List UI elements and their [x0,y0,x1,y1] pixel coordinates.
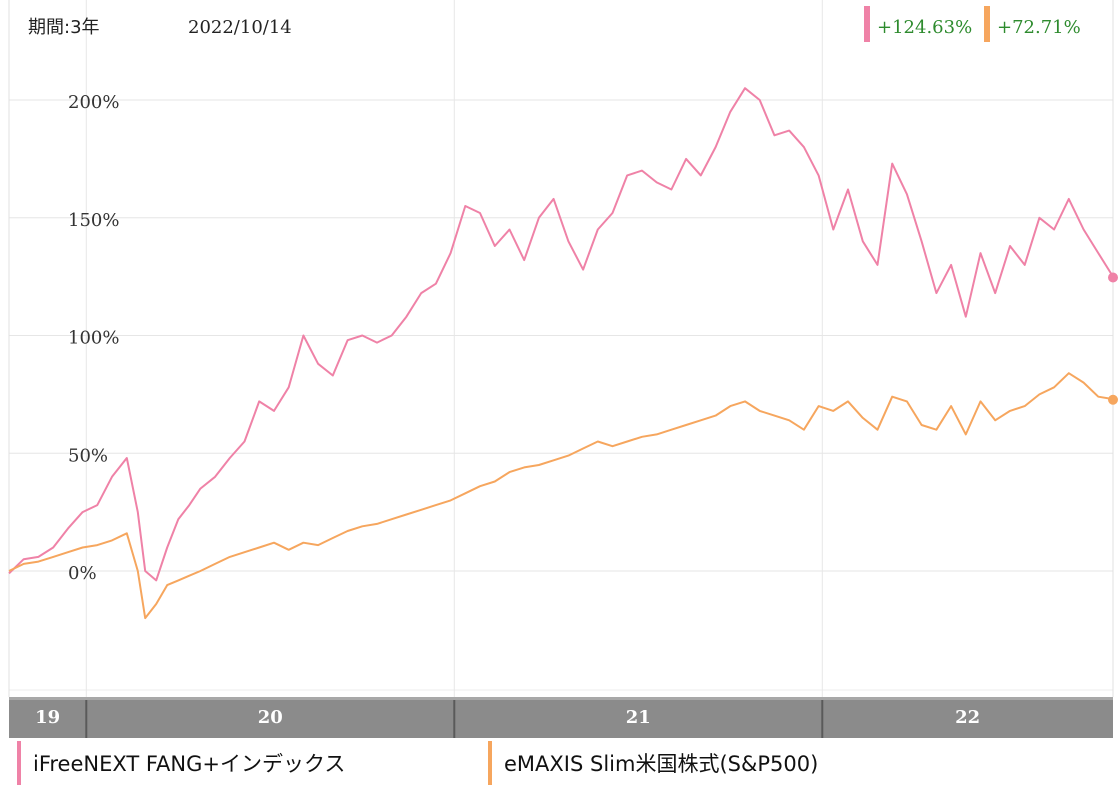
y-tick-label: 150% [68,210,119,231]
y-tick-label: 0% [68,563,97,584]
series-line-1 [8,372,1114,620]
legend-item-sp500: eMAXIS Slim米国株式(S&P500) [488,740,818,786]
y-tick-label: 100% [68,328,119,349]
x-tick-label: 20 [258,707,283,728]
legend-swatch-fang [17,741,21,785]
chart-svg: 19 20 21 22 期間:3年 2022/10/14 200% 150% 100% 50… [8,0,1118,738]
series-end-marker-0 [1108,272,1118,283]
x-tick-label: 19 [35,707,60,728]
period-label: 期間:3年 [28,17,100,38]
x-axis-highlight [9,697,1113,700]
change-badge-swatch-1 [984,6,990,42]
series-line-0 [8,87,1114,582]
x-axis-segment [822,697,1113,738]
y-tick-label: 50% [68,445,108,466]
x-axis-segment [86,697,455,738]
x-tick-label: 22 [955,707,980,728]
label-layer: 期間:3年 2022/10/14 200% 150% 100% 50% 0% [28,17,292,584]
series-layer [8,87,1118,620]
legend-label-sp500: eMAXIS Slim米国株式(S&P500) [504,752,819,776]
legend-swatch-sp500 [488,741,492,785]
x-axis-segment [9,697,87,738]
plot-background [9,0,1113,697]
date-label: 2022/10/14 [188,17,292,38]
change-badge-value-1: +72.71% [997,17,1081,38]
y-tick-label: 200% [68,92,119,113]
change-badges: +124.63% +72.71% [864,6,1081,42]
grid-layer [8,0,1114,697]
x-axis-bar: 19 20 21 22 [9,697,1113,738]
legend-item-fang: iFreeNEXT FANG+インデックス [17,740,345,786]
legend-label-fang: iFreeNEXT FANG+インデックス [33,752,346,776]
change-badge-value-0: +124.63% [877,17,972,38]
series-end-marker-1 [1108,394,1118,405]
x-tick-label: 21 [626,707,651,728]
x-axis-segment [454,697,823,738]
change-badge-swatch-0 [864,6,870,42]
